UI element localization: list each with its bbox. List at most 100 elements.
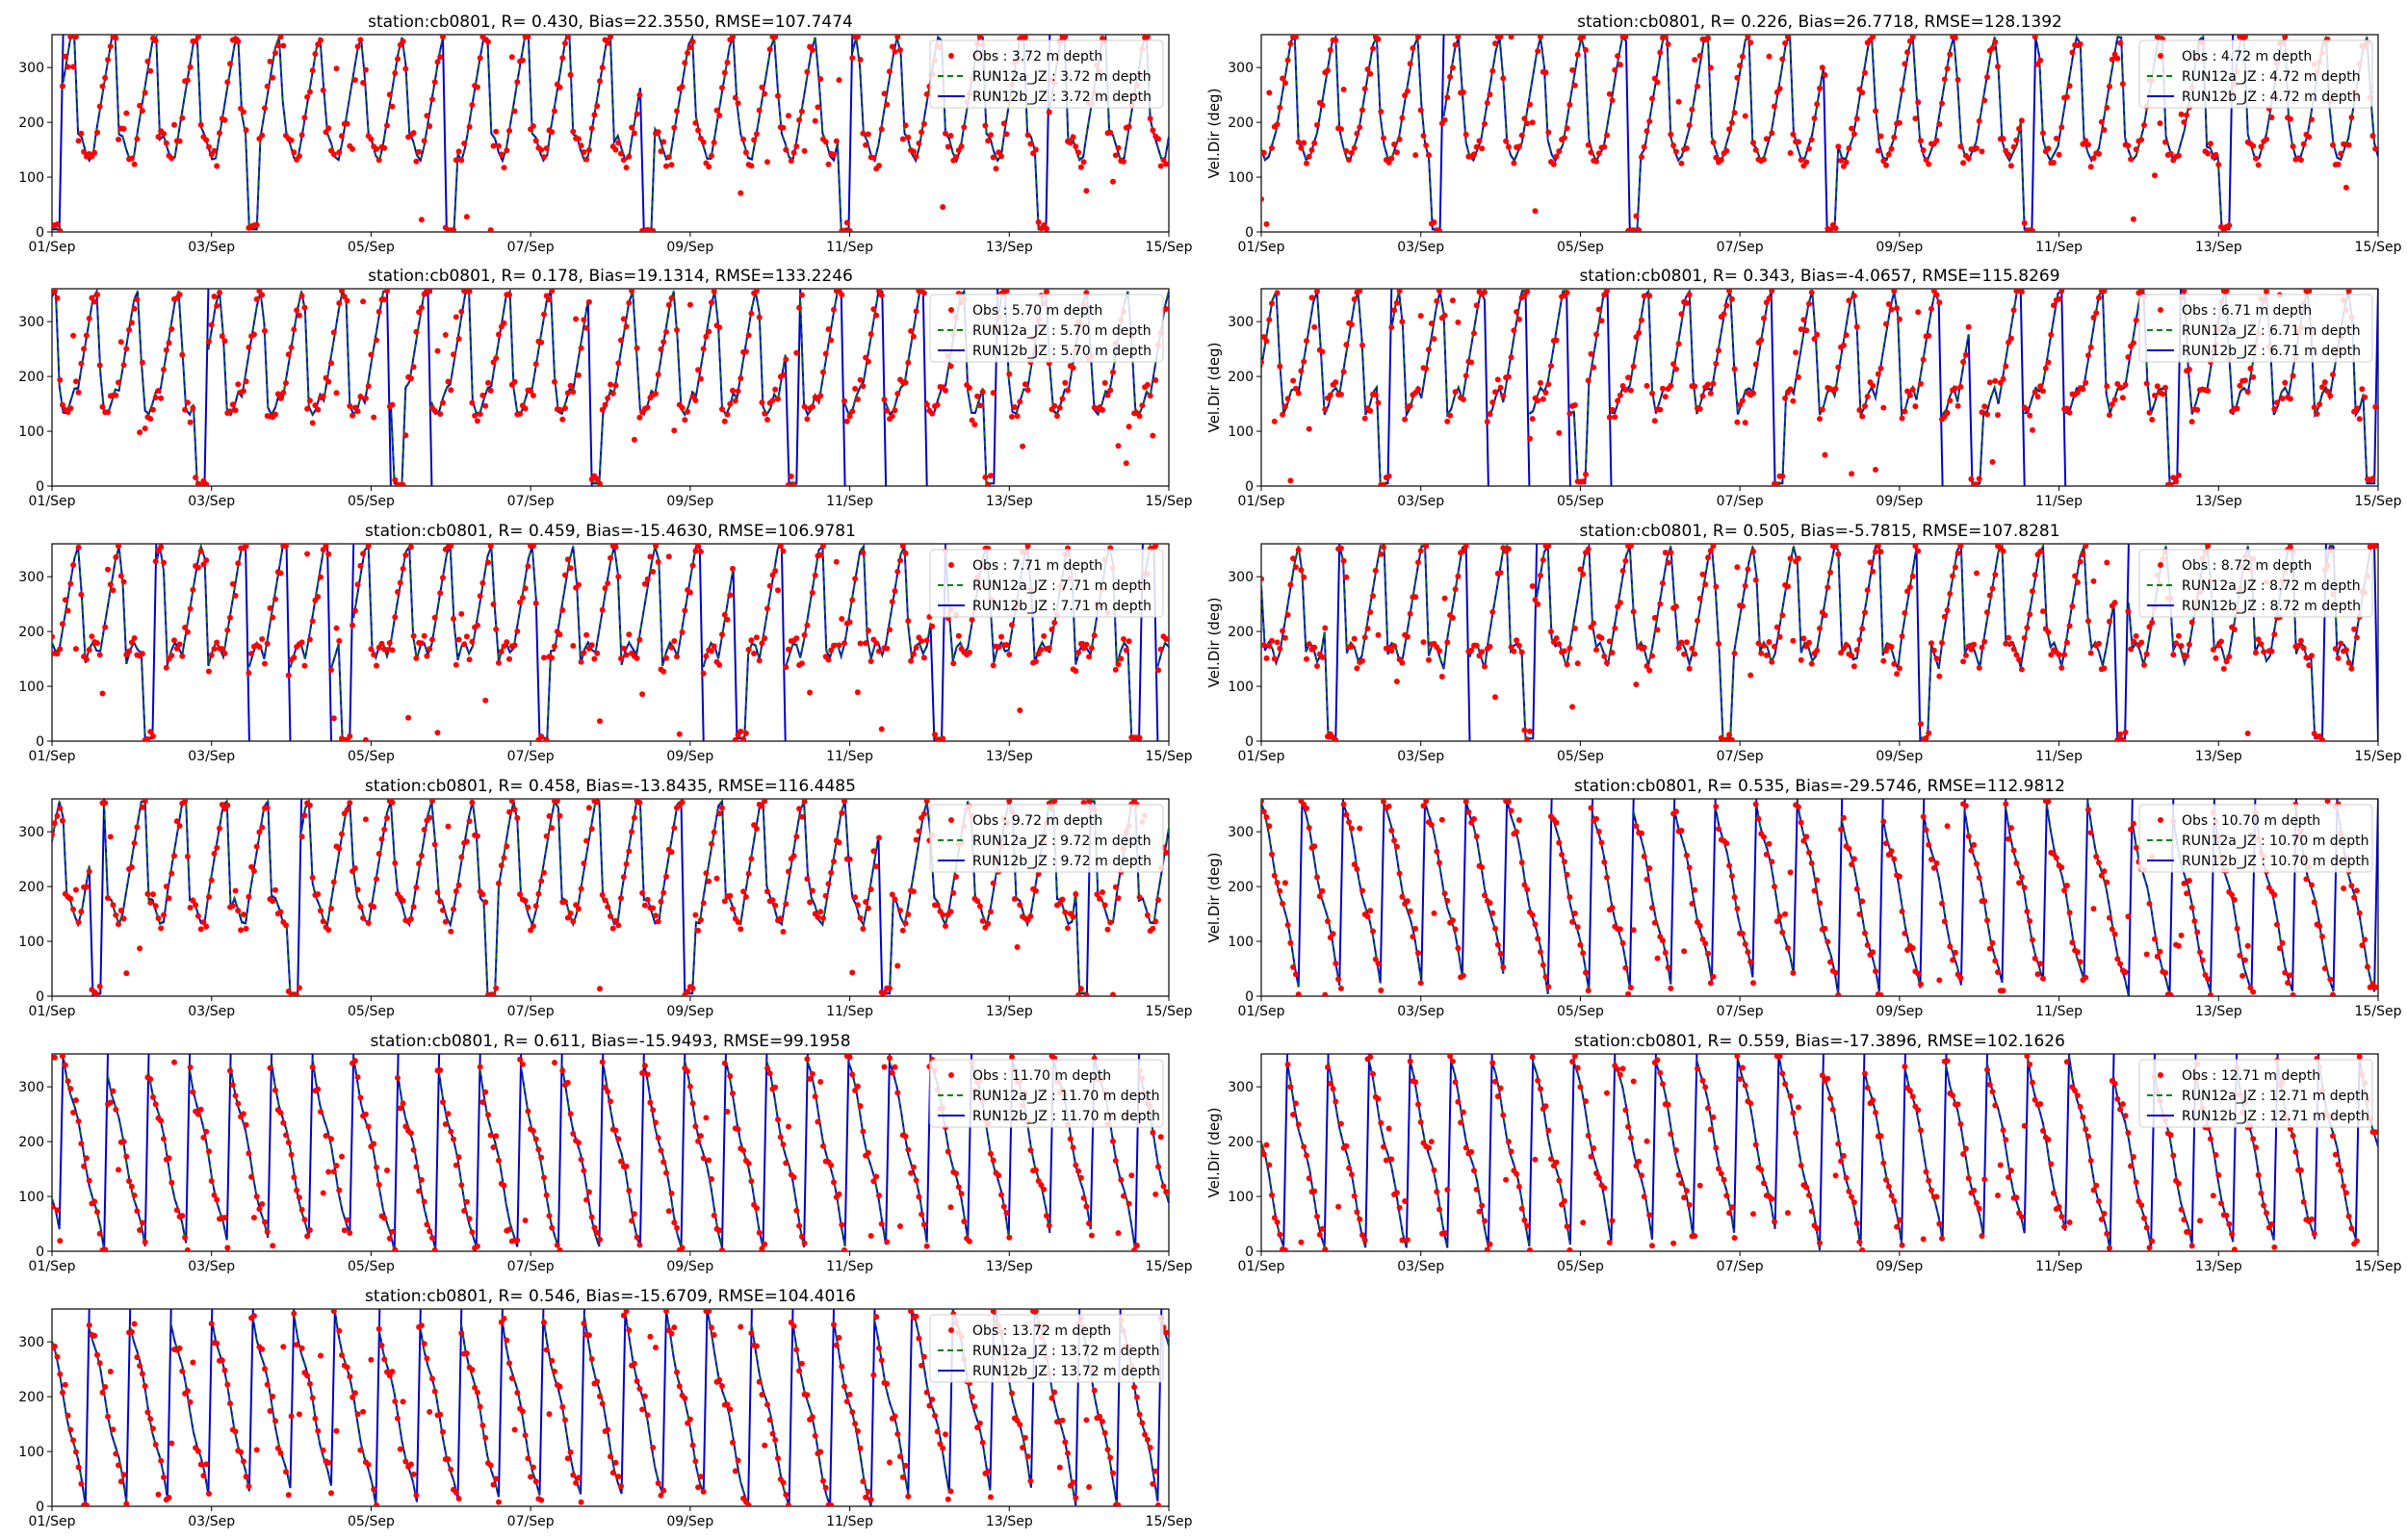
obs-point [283,544,289,550]
obs-point [1261,799,1264,805]
x-tick-label: 15/Sep [1146,494,1193,509]
obs-point [1410,934,1416,940]
obs-point [1404,88,1411,94]
obs-point [155,1491,162,1498]
obs-point [1319,348,1326,355]
obs-point [288,137,295,143]
obs-point [270,898,276,905]
obs-point [841,1246,847,1251]
obs-point [1073,891,1079,897]
obs-point [1832,225,1839,232]
obs-point [2069,49,2076,56]
obs-point [796,116,803,123]
obs-point [919,1211,925,1218]
obs-point [1654,79,1661,86]
obs-point [1468,1148,1475,1155]
obs-point [294,1187,300,1194]
obs-point [1062,35,1069,40]
obs-point [1511,327,1517,334]
obs-point [360,551,367,557]
obs-point [1593,331,1599,338]
obs-point [416,148,423,155]
obs-point [682,607,688,614]
obs-point [1976,475,1982,482]
obs-point [1646,1212,1653,1219]
obs-point [1716,640,1721,647]
obs-point [1904,49,1911,56]
x-tick-label: 03/Sep [1397,494,1444,509]
obs-point [849,408,856,415]
obs-point [57,227,64,232]
obs-point [1524,886,1531,893]
obs-point [530,123,536,129]
obs-point [440,399,446,406]
obs-point [2202,972,2209,978]
obs-point [532,138,539,144]
obs-point [421,632,427,639]
obs-point [639,691,646,698]
obs-point [2090,315,2097,321]
obs-point [570,389,577,396]
obs-point [137,1363,143,1369]
obs-point [474,418,480,424]
obs-point [120,125,127,132]
obs-point [1633,823,1640,830]
obs-point [1747,959,1754,965]
obs-point [2027,1061,2033,1067]
obs-point [902,550,909,556]
obs-point [2175,942,2182,949]
obs-point [2348,115,2355,120]
obs-point [1627,387,1634,394]
y-tick-label: 0 [1245,989,1254,1005]
obs-point [442,332,449,338]
obs-point [742,730,749,736]
obs-point [2040,1127,2046,1134]
obs-point [674,326,680,333]
legend-label: RUN12b_JZ : 6.71 m depth [2182,344,2361,359]
obs-point [1304,160,1309,167]
obs-point [211,850,218,857]
obs-point [2085,141,2091,148]
obs-point [1118,1176,1125,1183]
obs-point [298,293,305,299]
obs-point [1348,321,1355,328]
obs-point [1880,818,1887,825]
obs-point [1803,159,1810,166]
obs-point [913,836,919,843]
obs-point [2080,552,2086,557]
obs-point [306,398,313,404]
obs-point [267,1065,273,1071]
obs-point [910,1164,917,1170]
obs-point [1357,124,1363,131]
obs-point [1304,338,1309,345]
obs-point [804,68,811,75]
obs-point [1097,895,1103,902]
obs-point [671,427,678,434]
obs-point [2184,112,2190,118]
obs-point [1894,1223,1901,1230]
obs-point [139,804,145,810]
obs-point [1009,1054,1015,1061]
obs-point [1723,147,1730,154]
legend-marker-obs [2158,1072,2163,1078]
obs-point [697,916,704,923]
obs-point [988,1494,994,1501]
obs-point [1337,1120,1344,1127]
y-axis-label: Vel.Dir (deg) [1205,89,1223,179]
obs-point [831,859,837,864]
obs-point [724,59,731,65]
obs-point [2125,913,2132,920]
legend-label: RUN12a_JZ : 5.70 m depth [972,323,1152,339]
obs-point [1083,1203,1090,1210]
obs-point [211,1192,218,1198]
obs-point [1772,643,1777,650]
obs-point [631,1360,637,1367]
obs-point [235,908,242,914]
obs-point [131,1193,138,1198]
obs-point [1776,633,1783,640]
obs-point [1806,145,1812,152]
obs-point [1515,1183,1522,1190]
obs-point [1580,478,1587,485]
obs-point [608,1453,613,1460]
